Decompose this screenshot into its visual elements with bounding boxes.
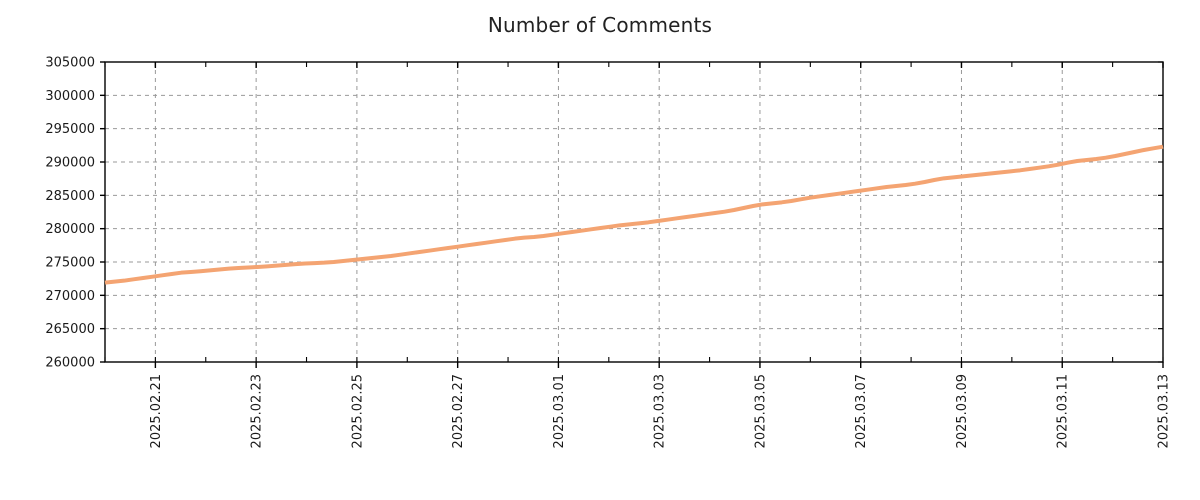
y-axis-tick-label: 280000 bbox=[45, 222, 95, 237]
x-axis-tick-labels: 2025.02.21 2025.02.23 2025.02.25 2025.02.27… bbox=[149, 374, 1172, 448]
y-axis-tick-label: 300000 bbox=[45, 89, 95, 104]
x-axis-tick-label: 2025.03.07 bbox=[854, 374, 869, 448]
x-axis-tick-label: 2025.03.05 bbox=[753, 374, 768, 448]
y-axis-tick-label: 305000 bbox=[45, 56, 95, 71]
series-line-number-of-comments bbox=[104, 144, 1164, 285]
x-axis-tick-label: 2025.03.13 bbox=[1157, 374, 1172, 448]
x-axis-tick-label: 2025.02.25 bbox=[350, 374, 365, 448]
data-series-line bbox=[104, 144, 1164, 285]
x-axis-tick-label: 2025.03.11 bbox=[1056, 374, 1071, 448]
y-axis-tick-label: 275000 bbox=[45, 256, 95, 271]
axis-ticks bbox=[100, 61, 1164, 368]
gridlines bbox=[105, 61, 1164, 363]
x-axis-tick-label: 2025.02.21 bbox=[149, 374, 164, 448]
plot-frame bbox=[104, 61, 1164, 363]
y-axis-tick-label: 290000 bbox=[45, 156, 95, 171]
y-axis-tick-label: 285000 bbox=[45, 189, 95, 204]
y-axis-tick-label: 260000 bbox=[45, 356, 95, 371]
plot-border bbox=[104, 61, 1164, 363]
x-axis-tick-label: 2025.02.27 bbox=[451, 374, 466, 448]
y-axis-tick-label: 265000 bbox=[45, 322, 95, 337]
x-axis-tick-label: 2025.03.03 bbox=[653, 374, 668, 448]
y-axis-tick-label: 270000 bbox=[45, 289, 95, 304]
y-axis-tick-label: 295000 bbox=[45, 122, 95, 137]
x-axis-tick-label: 2025.02.23 bbox=[250, 374, 265, 448]
y-axis-tick-labels: 305000 300000 295000 290000 285000 280000 2750… bbox=[45, 56, 95, 371]
chart-title: Number of Comments bbox=[487, 13, 713, 37]
x-axis-tick-label: 2025.03.09 bbox=[955, 374, 970, 448]
x-axis-tick-label: 2025.03.01 bbox=[552, 374, 567, 448]
